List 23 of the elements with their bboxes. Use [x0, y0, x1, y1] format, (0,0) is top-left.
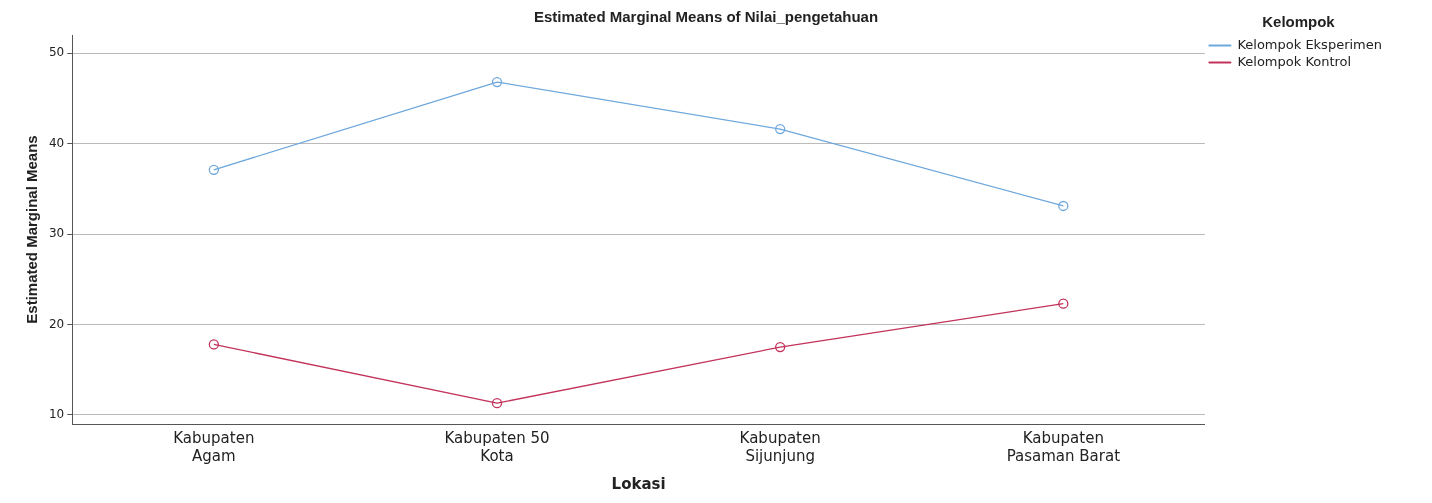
x-tick-label: Kabupaten Sijunjung: [739, 428, 821, 465]
x-axis-title: Lokasi: [611, 474, 666, 493]
y-tick-label: 30: [48, 226, 65, 241]
y-tick-label: 50: [48, 45, 65, 60]
point: [1058, 200, 1069, 212]
y-tick-label: 20: [48, 316, 65, 331]
chart-title: Estimated Marginal Means of Nilai_pengetahuan: [533, 8, 879, 26]
y-tick-label: 10: [48, 407, 65, 422]
y-tick-label: 40: [48, 135, 65, 150]
point: [491, 76, 503, 88]
point: [775, 341, 786, 353]
point: [208, 164, 219, 175]
x-tick-label: Kabupaten 50 Kota: [444, 428, 550, 465]
point: [1058, 298, 1069, 309]
point: [775, 123, 786, 135]
point: [491, 398, 503, 409]
legend-title: Kelompok: [1262, 12, 1336, 30]
x-tick-label: Kabupaten Agam: [173, 428, 255, 465]
y-axis-title: Estimated Marginal Means: [23, 135, 41, 324]
x-tick-label: Kabupaten Pasaman Barat: [1006, 428, 1121, 465]
legend-label: Kelompok Kontrol: [1237, 53, 1352, 69]
point: [208, 339, 219, 350]
legend-label: Kelompok Eksperimen: [1237, 36, 1382, 52]
